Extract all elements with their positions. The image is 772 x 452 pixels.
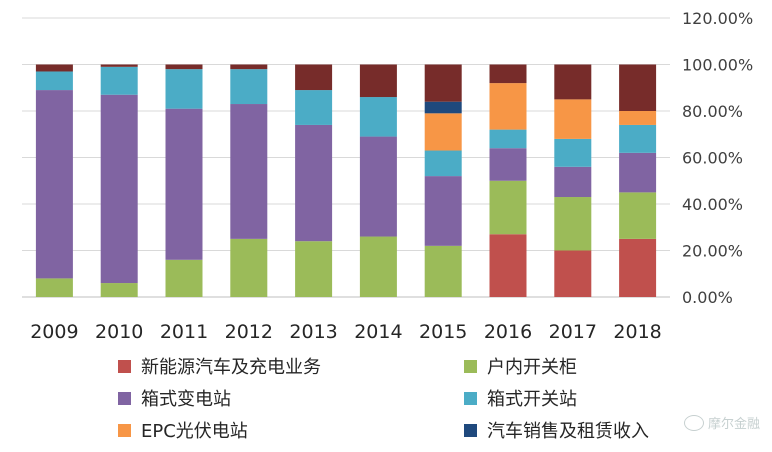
- bar-segment: [100, 94, 138, 284]
- legend-swatch: [464, 423, 477, 437]
- x-tick-label: 2013: [289, 321, 337, 343]
- bar-segment: [554, 250, 592, 297]
- legend-swatch: [118, 423, 131, 437]
- legend-label: 户内开关柜: [487, 357, 577, 378]
- x-tick-label: 2015: [419, 321, 467, 343]
- bar-segment: [489, 64, 527, 84]
- bar-segment: [554, 197, 592, 251]
- legend: 新能源汽车及充电业务 户内开关柜 箱式变电站 箱式开关站 EPC光伏电站 汽车销…: [118, 353, 738, 443]
- bar-segment: [424, 113, 462, 151]
- bar-segment: [35, 64, 73, 72]
- wechat-icon: [683, 414, 704, 431]
- x-tick-label: 2009: [30, 321, 78, 343]
- bar-segment: [619, 152, 657, 193]
- bar-segment: [35, 90, 73, 279]
- x-axis-ticks: 2009 2010 2011 2012 2013 2014 2015 2016 2017 2018: [30, 321, 662, 343]
- bar-segment: [619, 192, 657, 239]
- bar-segment: [619, 64, 657, 111]
- bar-segment: [295, 124, 333, 242]
- legend-label: 汽车销售及租赁收入: [487, 421, 649, 442]
- bar-segment: [359, 236, 397, 297]
- legend-item: 新能源汽车及充电业务: [118, 353, 464, 379]
- bar-segment: [35, 71, 73, 91]
- bar-segment: [359, 97, 397, 137]
- bar-segment: [489, 129, 527, 149]
- bar-segment: [100, 66, 138, 95]
- legend-label: 箱式开关站: [487, 389, 577, 410]
- legend-swatch: [118, 391, 131, 405]
- bar-segment: [554, 138, 592, 167]
- bar-segment: [230, 238, 268, 297]
- bar-segment: [554, 99, 592, 139]
- bar-segment: [35, 278, 73, 297]
- bar-segment: [619, 238, 657, 297]
- bar-segment: [359, 64, 397, 98]
- legend-swatch: [464, 391, 477, 405]
- bar-segment: [230, 64, 268, 70]
- watermark-text: 摩尔金融: [707, 417, 760, 432]
- legend-item: EPC光伏电站: [118, 417, 464, 443]
- legend-swatch: [464, 359, 477, 373]
- legend-label: 箱式变电站: [141, 389, 231, 410]
- x-tick-label: 2011: [160, 321, 208, 343]
- bar-segment: [424, 64, 462, 102]
- y-tick-label: 40.00%: [682, 195, 743, 214]
- bar-segment: [230, 69, 268, 105]
- x-tick-label: 2016: [484, 321, 532, 343]
- bar-segment: [165, 64, 203, 70]
- bar-segment: [424, 176, 462, 246]
- x-tick-label: 2012: [225, 321, 273, 343]
- bar-segment: [100, 283, 138, 297]
- bar-segment: [619, 124, 657, 153]
- watermark: 摩尔金融: [683, 413, 760, 432]
- bar-segment: [165, 108, 203, 260]
- x-tick-label: 2010: [95, 321, 143, 343]
- y-tick-label: 0.00%: [682, 288, 733, 307]
- bar-segment: [295, 90, 333, 125]
- legend-item: 汽车销售及租赁收入: [464, 417, 734, 443]
- bar-segment: [489, 83, 527, 130]
- legend-label: EPC光伏电站: [141, 421, 248, 442]
- legend-swatch: [118, 359, 131, 373]
- x-tick-label: 2014: [354, 321, 402, 343]
- y-axis-ticks: 0.00% 20.00% 40.00% 60.00% 80.00% 100.00% 120.…: [682, 9, 753, 307]
- bar-segment: [165, 259, 203, 297]
- bar-segment: [554, 166, 592, 198]
- legend-label: 新能源汽车及充电业务: [141, 357, 321, 378]
- bar-segment: [489, 234, 527, 297]
- bar-segment: [359, 136, 397, 237]
- bar-segment: [489, 148, 527, 181]
- bar-segment: [424, 150, 462, 177]
- y-tick-label: 20.00%: [682, 242, 743, 261]
- y-tick-label: 120.00%: [682, 9, 753, 28]
- x-tick-label: 2017: [549, 321, 597, 343]
- bar-segment: [295, 241, 333, 297]
- y-tick-label: 80.00%: [682, 102, 743, 121]
- bar-segment: [230, 104, 268, 239]
- legend-item: 箱式开关站: [464, 385, 734, 411]
- bar-segment: [489, 180, 527, 235]
- bar-segment: [295, 64, 333, 91]
- bar-segment: [424, 101, 462, 114]
- legend-item: 户内开关柜: [464, 353, 734, 379]
- y-tick-label: 100.00%: [682, 56, 753, 75]
- bar-segment: [100, 64, 138, 67]
- bar-segment: [165, 69, 203, 109]
- y-tick-label: 60.00%: [682, 149, 743, 168]
- bars: [35, 64, 657, 297]
- bar-segment: [424, 245, 462, 297]
- x-tick-label: 2018: [613, 321, 661, 343]
- bar-segment: [619, 111, 657, 125]
- legend-item: 箱式变电站: [118, 385, 464, 411]
- bar-segment: [554, 64, 592, 100]
